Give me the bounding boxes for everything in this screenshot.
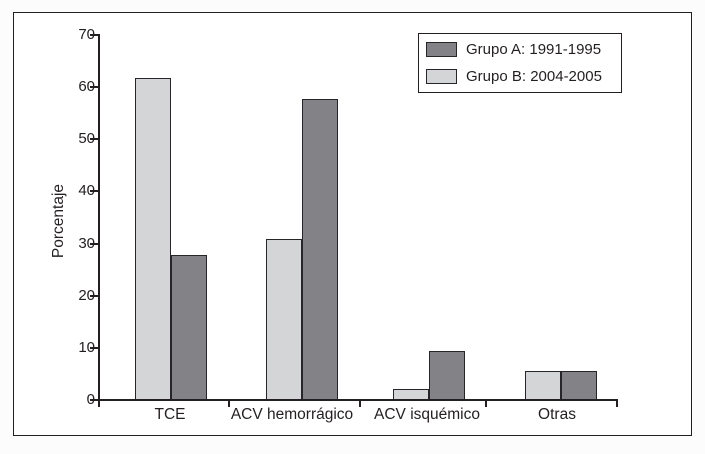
y-tick-60 [90,86,98,89]
y-tick-label-0: 0 [86,391,95,408]
bar-grupo-a-acv-hemorragico [302,99,338,400]
bar-grupo-b-tce [135,78,171,400]
y-tick-label-30: 30 [78,234,95,252]
y-tick-0 [90,399,98,401]
y-tick-70 [90,34,98,36]
y-tick-label-20: 20 [78,286,95,304]
y-tick-label-70: 70 [78,26,95,43]
bar-grupo-a-acv-isquemico [429,351,465,400]
x-label-acv-isquemico: ACV isquémico [374,406,480,423]
y-tick-50 [90,138,98,141]
bar-grupo-b-otras [525,371,561,400]
y-tick-label-40: 40 [78,182,95,200]
x-tick-4 [616,400,618,407]
y-tick-label-10: 10 [78,338,95,356]
x-tick-0 [98,400,100,407]
x-tick-1 [228,400,230,407]
x-tick-2 [359,400,361,407]
y-tick-40 [90,190,98,193]
x-label-acv-hemorragico: ACV hemorrágico [230,406,354,423]
bar-grupo-a-otras [561,371,597,400]
bar-grupo-b-acv-hemorragico [266,239,302,400]
legend-entry-grupo-a: Grupo A: 1991-1995 [419,36,621,63]
y-axis-line [98,34,100,402]
legend-swatch-grupo-a [426,42,457,57]
x-label-otras: Otras [538,406,576,423]
legend-entry-grupo-b: Grupo B: 2004-2005 [419,63,621,90]
legend: Grupo A: 1991-1995 Grupo B: 2004-2005 [418,33,622,93]
legend-label-grupo-a: Grupo A: 1991-1995 [466,41,602,58]
y-tick-30 [90,242,98,245]
x-tick-3 [485,400,487,407]
y-tick-20 [90,294,98,297]
legend-label-grupo-b: Grupo B: 2004-2005 [466,68,602,85]
x-axis-line [98,399,618,401]
y-tick-10 [90,346,98,349]
legend-swatch-grupo-b [426,69,457,84]
y-tick-label-50: 50 [78,130,95,148]
x-label-tce: TCE [154,406,186,423]
y-tick-label-60: 60 [78,78,95,96]
